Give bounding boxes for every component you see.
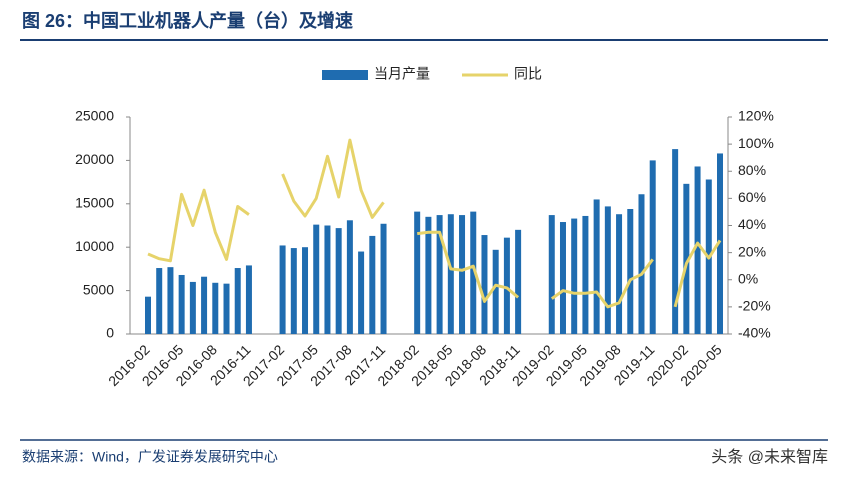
- watermark: 头条 @未来智库: [711, 448, 828, 466]
- bar: [167, 267, 174, 334]
- bar: [313, 224, 320, 334]
- bar: [694, 166, 701, 334]
- bar: [189, 281, 196, 334]
- bar: [335, 228, 342, 334]
- bar: [145, 296, 151, 334]
- y-tick-label: 25000: [75, 108, 114, 124]
- y-tick-label: 15000: [75, 195, 114, 211]
- bar: [447, 214, 454, 334]
- legend-label: 当月产量: [374, 66, 430, 82]
- y2-tick-label: 80%: [738, 162, 766, 178]
- bar: [649, 160, 656, 334]
- y2-tick-label: 120%: [738, 108, 774, 124]
- bar: [515, 229, 522, 334]
- bar: [212, 282, 219, 334]
- y-tick-label: 0: [106, 325, 114, 341]
- bar: [582, 215, 589, 334]
- bar: [470, 211, 477, 334]
- y2-tick-label: -40%: [738, 325, 771, 341]
- y2-tick-label: 40%: [738, 216, 766, 232]
- y2-tick-label: 100%: [738, 135, 774, 151]
- bar: [627, 209, 634, 334]
- bar: [178, 274, 185, 334]
- y2-tick-label: 60%: [738, 189, 766, 205]
- bar: [369, 235, 376, 334]
- y2-tick-label: 20%: [738, 243, 766, 259]
- bar: [481, 235, 488, 334]
- bar: [414, 211, 421, 334]
- bar: [559, 222, 566, 334]
- bar: [638, 194, 645, 334]
- y2-tick-label: 0%: [738, 270, 758, 286]
- bar: [223, 283, 230, 334]
- bar: [548, 215, 555, 334]
- bar: [279, 245, 286, 334]
- bar: [425, 216, 432, 334]
- bar: [717, 153, 723, 334]
- bar: [245, 265, 252, 334]
- bar: [616, 214, 623, 334]
- chart-title: 图 26：中国工业机器人产量（台）及增速: [22, 10, 353, 31]
- bar: [683, 183, 690, 334]
- bar: [503, 237, 510, 334]
- bar: [672, 149, 679, 334]
- bar: [324, 225, 331, 334]
- bar: [156, 268, 163, 334]
- legend-label: 同比: [514, 66, 542, 82]
- bar: [571, 218, 578, 334]
- bar: [380, 223, 387, 334]
- bar: [604, 206, 611, 334]
- legend-swatch: [322, 70, 368, 80]
- y-tick-label: 20000: [75, 151, 114, 167]
- bar: [201, 276, 208, 334]
- bar: [459, 215, 466, 334]
- bar: [436, 215, 443, 334]
- y2-tick-label: -20%: [738, 298, 771, 314]
- bar: [358, 251, 365, 334]
- y-tick-label: 5000: [83, 281, 114, 297]
- bar: [346, 220, 353, 334]
- bar: [290, 248, 297, 334]
- bar: [593, 199, 600, 334]
- line: [147, 138, 722, 309]
- bar: [234, 268, 241, 334]
- bar: [302, 247, 309, 334]
- bar: [492, 249, 499, 334]
- y-tick-label: 10000: [75, 238, 114, 254]
- source: 数据来源：Wind，广发证券发展研究中心: [22, 449, 278, 465]
